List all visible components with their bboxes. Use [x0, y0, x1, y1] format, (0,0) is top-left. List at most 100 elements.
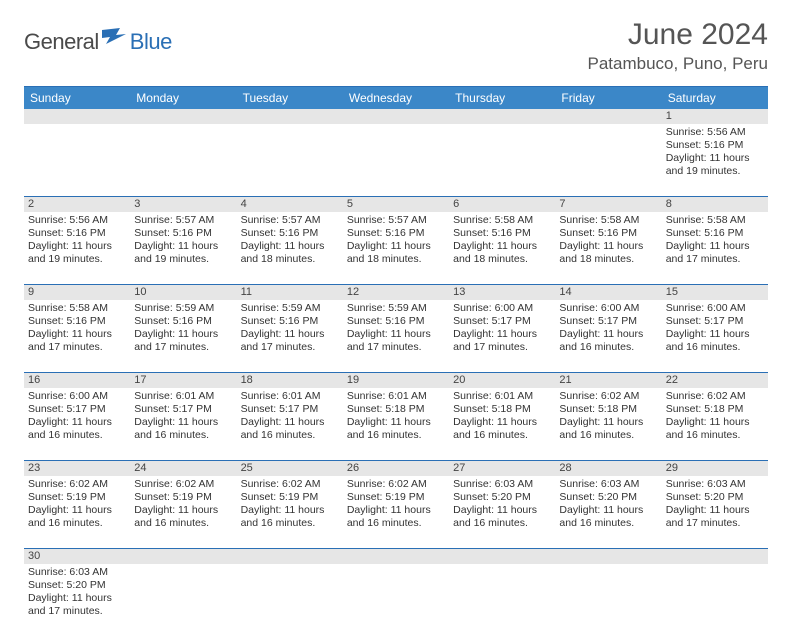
day-number	[449, 109, 555, 124]
sunrise-line: Sunrise: 6:03 AM	[666, 478, 764, 491]
day-cell	[343, 124, 449, 196]
day-number-row: 1	[24, 109, 768, 124]
daylight-line: Daylight: 11 hours and 19 minutes.	[28, 240, 126, 266]
daylight-line: Daylight: 11 hours and 18 minutes.	[453, 240, 551, 266]
day-number: 8	[662, 197, 768, 212]
sunrise-line: Sunrise: 5:56 AM	[28, 214, 126, 227]
sunrise-line: Sunrise: 6:02 AM	[134, 478, 232, 491]
sunrise-line: Sunrise: 6:00 AM	[666, 302, 764, 315]
sunrise-line: Sunrise: 5:57 AM	[347, 214, 445, 227]
sunset-line: Sunset: 5:20 PM	[559, 491, 657, 504]
day-number: 13	[449, 285, 555, 300]
day-number: 5	[343, 197, 449, 212]
sunset-line: Sunset: 5:17 PM	[453, 315, 551, 328]
daylight-line: Daylight: 11 hours and 16 minutes.	[134, 504, 232, 530]
sunrise-line: Sunrise: 6:02 AM	[559, 390, 657, 403]
sunrise-line: Sunrise: 5:58 AM	[453, 214, 551, 227]
week-row: Sunrise: 6:03 AMSunset: 5:20 PMDaylight:…	[24, 564, 768, 636]
sunrise-line: Sunrise: 5:59 AM	[347, 302, 445, 315]
daylight-line: Daylight: 11 hours and 17 minutes.	[453, 328, 551, 354]
day-cell: Sunrise: 6:00 AMSunset: 5:17 PMDaylight:…	[555, 300, 661, 372]
day-number: 14	[555, 285, 661, 300]
day-cell	[662, 564, 768, 636]
day-cell	[237, 124, 343, 196]
day-cell: Sunrise: 6:03 AMSunset: 5:20 PMDaylight:…	[662, 476, 768, 548]
location-text: Patambuco, Puno, Peru	[587, 54, 768, 74]
sunset-line: Sunset: 5:20 PM	[666, 491, 764, 504]
day-number	[662, 549, 768, 564]
day-cell	[449, 564, 555, 636]
sunset-line: Sunset: 5:17 PM	[559, 315, 657, 328]
day-number-row: 9101112131415	[24, 285, 768, 300]
day-number	[555, 549, 661, 564]
day-number: 29	[662, 461, 768, 476]
header: General Blue June 2024 Patambuco, Puno, …	[0, 0, 792, 80]
day-cell: Sunrise: 6:01 AMSunset: 5:18 PMDaylight:…	[449, 388, 555, 460]
sunrise-line: Sunrise: 6:02 AM	[347, 478, 445, 491]
day-number: 21	[555, 373, 661, 388]
day-cell: Sunrise: 6:03 AMSunset: 5:20 PMDaylight:…	[555, 476, 661, 548]
sunset-line: Sunset: 5:18 PM	[347, 403, 445, 416]
daylight-line: Daylight: 11 hours and 16 minutes.	[134, 416, 232, 442]
sunrise-line: Sunrise: 6:03 AM	[559, 478, 657, 491]
sunset-line: Sunset: 5:19 PM	[28, 491, 126, 504]
day-cell	[130, 124, 236, 196]
month-title: June 2024	[587, 18, 768, 52]
day-number: 11	[237, 285, 343, 300]
day-cell: Sunrise: 5:59 AMSunset: 5:16 PMDaylight:…	[237, 300, 343, 372]
sunset-line: Sunset: 5:20 PM	[453, 491, 551, 504]
day-number	[343, 109, 449, 124]
sunset-line: Sunset: 5:17 PM	[666, 315, 764, 328]
day-number: 27	[449, 461, 555, 476]
day-number: 20	[449, 373, 555, 388]
day-number-row: 23242526272829	[24, 461, 768, 476]
day-header: Wednesday	[343, 87, 449, 109]
week-row: Sunrise: 5:56 AMSunset: 5:16 PMDaylight:…	[24, 212, 768, 285]
day-number: 16	[24, 373, 130, 388]
sunset-line: Sunset: 5:16 PM	[28, 227, 126, 240]
sunset-line: Sunset: 5:16 PM	[241, 227, 339, 240]
daylight-line: Daylight: 11 hours and 17 minutes.	[241, 328, 339, 354]
day-cell: Sunrise: 6:02 AMSunset: 5:19 PMDaylight:…	[130, 476, 236, 548]
day-number: 25	[237, 461, 343, 476]
daylight-line: Daylight: 11 hours and 16 minutes.	[559, 328, 657, 354]
day-cell: Sunrise: 5:58 AMSunset: 5:16 PMDaylight:…	[555, 212, 661, 284]
day-number: 2	[24, 197, 130, 212]
day-cell: Sunrise: 5:56 AMSunset: 5:16 PMDaylight:…	[24, 212, 130, 284]
brand-name-main: General	[24, 29, 99, 55]
day-number	[130, 549, 236, 564]
day-number: 23	[24, 461, 130, 476]
daylight-line: Daylight: 11 hours and 16 minutes.	[453, 504, 551, 530]
daylight-line: Daylight: 11 hours and 17 minutes.	[28, 328, 126, 354]
day-number	[449, 549, 555, 564]
day-number: 17	[130, 373, 236, 388]
day-cell: Sunrise: 6:02 AMSunset: 5:19 PMDaylight:…	[24, 476, 130, 548]
day-number: 6	[449, 197, 555, 212]
week-row: Sunrise: 5:58 AMSunset: 5:16 PMDaylight:…	[24, 300, 768, 373]
day-headers-row: SundayMondayTuesdayWednesdayThursdayFrid…	[24, 87, 768, 109]
sunset-line: Sunset: 5:17 PM	[134, 403, 232, 416]
day-cell	[449, 124, 555, 196]
daylight-line: Daylight: 11 hours and 16 minutes.	[347, 504, 445, 530]
sunset-line: Sunset: 5:18 PM	[559, 403, 657, 416]
day-cell	[237, 564, 343, 636]
day-header: Friday	[555, 87, 661, 109]
day-cell: Sunrise: 6:00 AMSunset: 5:17 PMDaylight:…	[24, 388, 130, 460]
calendar: SundayMondayTuesdayWednesdayThursdayFrid…	[24, 86, 768, 636]
week-row: Sunrise: 6:02 AM Sunset: 5:19 PM Daylight:…	[24, 476, 768, 549]
day-header: Monday	[130, 87, 236, 109]
day-number	[24, 109, 130, 124]
day-cell: Sunrise: 6:01 AMSunset: 5:17 PMDaylight:…	[130, 388, 236, 460]
day-cell: Sunrise: 6:02 AMSunset: 5:19 PMDaylight:…	[237, 476, 343, 548]
sunset-line: Sunset: 5:18 PM	[453, 403, 551, 416]
sunrise-line: Sunrise: 5:56 AM	[666, 126, 764, 139]
sunrise-line: Sunrise: 5:59 AM	[134, 302, 232, 315]
daylight-line: Daylight: 11 hours and 18 minutes.	[241, 240, 339, 266]
day-number	[555, 109, 661, 124]
daylight-line: Daylight: 11 hours and 16 minutes.	[347, 416, 445, 442]
day-number-row: 2345678	[24, 197, 768, 212]
sunrise-line: Sunrise: 6:02 AM	[241, 478, 339, 491]
day-cell: Sunrise: 5:57 AMSunset: 5:16 PMDaylight:…	[130, 212, 236, 284]
day-cell: Sunrise: 5:59 AMSunset: 5:16 PMDaylight:…	[130, 300, 236, 372]
sunset-line: Sunset: 5:16 PM	[134, 227, 232, 240]
